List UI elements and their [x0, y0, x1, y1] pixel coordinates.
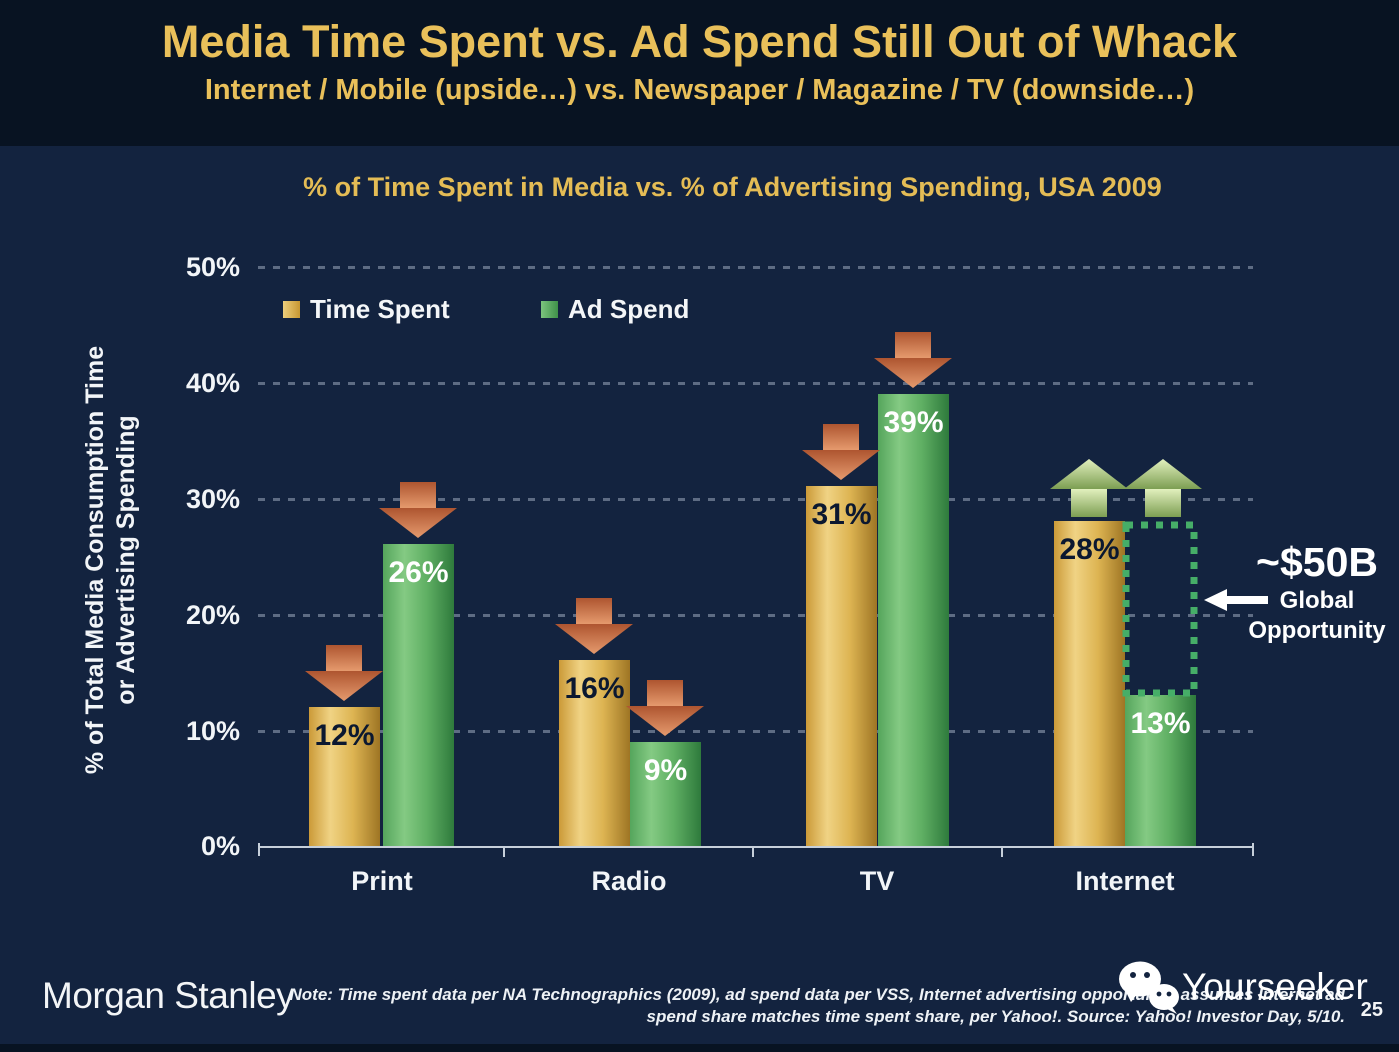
- legend-swatch-ad-spend: [541, 301, 558, 318]
- opportunity-line-2: Global: [1279, 587, 1355, 614]
- legend-item-ad-spend: Ad Spend: [541, 294, 689, 325]
- bar-tv-time-spent: 31%: [806, 486, 877, 846]
- x-tick: [1252, 843, 1254, 856]
- slide-title: Media Time Spent vs. Ad Spend Still Out …: [161, 16, 1238, 67]
- page-number: 25: [1360, 999, 1383, 1021]
- bar-value-label: 16%: [564, 672, 625, 705]
- legend-swatch-time-spent: [283, 301, 300, 318]
- x-tick: [503, 846, 505, 857]
- wechat-icon: [1119, 961, 1179, 1014]
- bar-print-ad-spend: 26%: [383, 544, 454, 846]
- opportunity-arrow-icon: [1204, 589, 1268, 611]
- watermark-label: Yourseeker: [1182, 966, 1368, 1007]
- bar-radio-time-spent: 16%: [559, 660, 630, 846]
- plot-area: 12% 26% 16% 9% 31% 39% 28% 13%: [258, 200, 1268, 848]
- opportunity-callout: ~$50B Global Opportunity: [1238, 539, 1396, 646]
- legend-item-time-spent: Time Spent: [283, 294, 450, 325]
- gridline-50: [258, 266, 1253, 269]
- y-axis-title-line-1: % of Total Media Consumption Time: [81, 345, 109, 775]
- x-tick: [752, 846, 754, 857]
- bar-value-label: 9%: [643, 754, 688, 787]
- ytick-20: 20%: [185, 600, 240, 630]
- down-arrow-icon: [555, 598, 633, 654]
- down-arrow-icon: [305, 645, 383, 701]
- bar-value-label: 28%: [1059, 533, 1120, 566]
- gridline-30: [258, 498, 1253, 501]
- ytick-40: 40%: [185, 368, 240, 398]
- bar-print-time-spent: 12%: [309, 707, 380, 846]
- ytick-0: 0%: [200, 831, 240, 861]
- gridline-20: [258, 614, 1253, 617]
- down-arrow-icon: [802, 424, 880, 480]
- legend-label-ad-spend: Ad Spend: [568, 294, 690, 324]
- footnote: Note: Time spent data per NA Technograph…: [285, 984, 1346, 1028]
- up-arrow-icon: [1124, 459, 1202, 517]
- opportunity-box: [1122, 521, 1198, 697]
- bar-tv-ad-spend: 39%: [878, 394, 949, 846]
- bar-radio-ad-spend: 9%: [630, 742, 701, 846]
- header-band: Media Time Spent vs. Ad Spend Still Out …: [0, 0, 1399, 146]
- opportunity-value: ~$50B: [1256, 539, 1378, 585]
- watermark: Yourseeker: [1116, 960, 1368, 1014]
- up-arrow-icon: [1050, 459, 1128, 517]
- bar-internet-ad-spend: 13%: [1125, 695, 1196, 846]
- x-tick: [1001, 846, 1003, 857]
- ytick-50: 50%: [185, 252, 240, 282]
- ytick-10: 10%: [185, 716, 240, 746]
- opportunity-line-3: Opportunity: [1248, 617, 1386, 644]
- category-label-internet: Internet: [1075, 866, 1175, 896]
- down-arrow-icon: [626, 680, 704, 736]
- x-axis: [258, 846, 1254, 848]
- category-label-print: Print: [351, 866, 413, 896]
- gridline-10: [258, 730, 1253, 733]
- footnote-line-1: Note: Time spent data per NA Technograph…: [289, 985, 1346, 1004]
- chart-title: % of Time Spent in Media vs. % of Advert…: [303, 172, 1162, 202]
- morgan-stanley-logo: Morgan Stanley: [42, 975, 295, 1016]
- slide-subtitle: Internet / Mobile (upside…) vs. Newspape…: [204, 74, 1195, 106]
- down-arrow-icon: [874, 332, 952, 388]
- y-axis-title: % of Total Media Consumption Time or Adv…: [80, 290, 144, 830]
- category-label-tv: TV: [859, 866, 895, 896]
- down-arrow-icon: [379, 482, 457, 538]
- y-axis-title-line-2: or Advertising Spending: [112, 415, 140, 705]
- bottom-band: [0, 1044, 1399, 1052]
- category-label-radio: Radio: [591, 866, 667, 896]
- gridline-40: [258, 382, 1253, 385]
- bar-value-label: 31%: [811, 498, 872, 531]
- bar-value-label: 13%: [1130, 707, 1191, 740]
- legend-label-time-spent: Time Spent: [310, 294, 450, 324]
- bar-value-label: 39%: [883, 406, 944, 439]
- bar-value-label: 26%: [388, 556, 449, 589]
- bar-value-label: 12%: [314, 719, 375, 752]
- bar-internet-time-spent: 28%: [1054, 521, 1125, 846]
- x-tick: [258, 843, 260, 856]
- ytick-30: 30%: [185, 484, 240, 514]
- footnote-line-2: spend share matches time spent share, pe…: [646, 1007, 1346, 1026]
